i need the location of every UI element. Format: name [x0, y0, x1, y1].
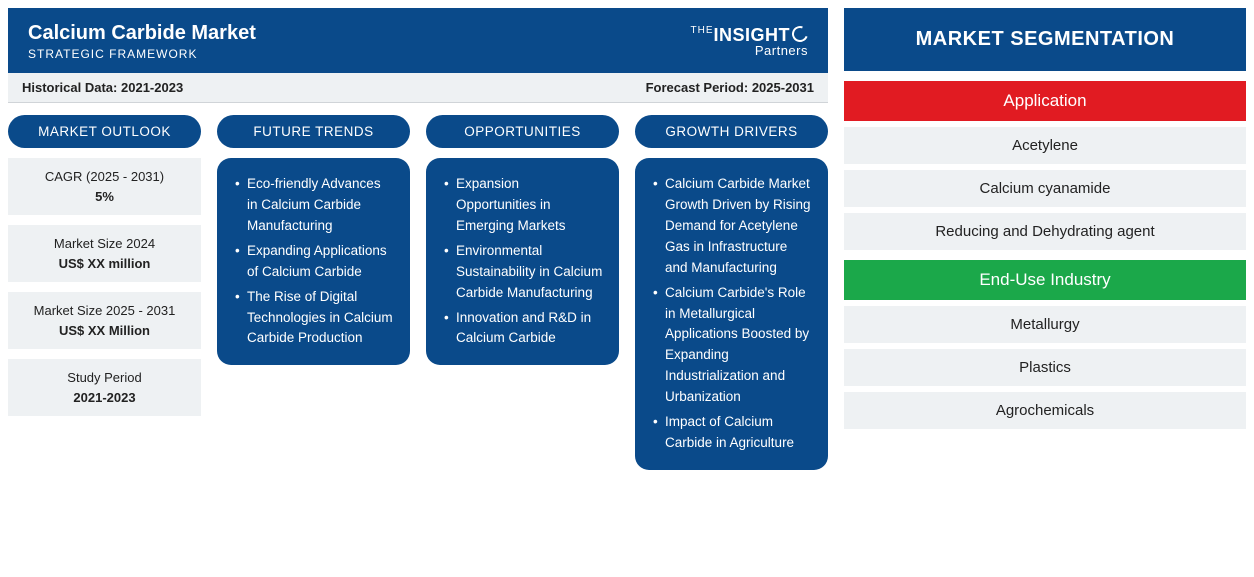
pill-trends: FUTURE TRENDS [217, 115, 410, 148]
pill-drivers: GROWTH DRIVERS [635, 115, 828, 148]
fcst-value: 2025-2031 [752, 80, 814, 95]
meta-row: Historical Data: 2021-2023 Forecast Peri… [8, 73, 828, 103]
logo: THEINSIGHT Partners [690, 26, 808, 57]
right-panel: MARKET SEGMENTATION Application Acetylen… [844, 8, 1246, 470]
seg-item: Agrochemicals [844, 392, 1246, 429]
fact-study-period: Study Period 2021-2023 [8, 359, 201, 416]
historical-data: Historical Data: 2021-2023 [22, 80, 183, 95]
page-subtitle: STRATEGIC FRAMEWORK [28, 47, 256, 61]
fcst-label: Forecast Period: [646, 80, 749, 95]
list-item: Environmental Sustainability in Calcium … [444, 241, 603, 304]
list-item: Calcium Carbide's Role in Metallurgical … [653, 283, 812, 409]
page-title: Calcium Carbide Market [28, 22, 256, 45]
fact-label: Market Size 2024 [54, 236, 155, 251]
hist-value: 2021-2023 [121, 80, 183, 95]
page-root: Calcium Carbide Market STRATEGIC FRAMEWO… [8, 8, 1246, 470]
list-item: Expansion Opportunities in Emerging Mark… [444, 174, 603, 237]
pill-opps: OPPORTUNITIES [426, 115, 619, 148]
header-bar: Calcium Carbide Market STRATEGIC FRAMEWO… [8, 8, 828, 73]
list-item: Eco-friendly Advances in Calcium Carbide… [235, 174, 394, 237]
list-item: Expanding Applications of Calcium Carbid… [235, 241, 394, 283]
seg-item: Metallurgy [844, 306, 1246, 343]
fact-size-2024: Market Size 2024 US$ XX million [8, 225, 201, 282]
card-opps: Expansion Opportunities in Emerging Mark… [426, 158, 619, 365]
logo-insight: INSIGHT [713, 25, 790, 45]
seg-category-application: Application [844, 81, 1246, 121]
list-item: Impact of Calcium Carbide in Agriculture [653, 412, 812, 454]
fact-size-2025-2031: Market Size 2025 - 2031 US$ XX Million [8, 292, 201, 349]
seg-item: Plastics [844, 349, 1246, 386]
logo-partners: Partners [690, 44, 808, 57]
forecast-period: Forecast Period: 2025-2031 [646, 80, 814, 95]
col-trends: FUTURE TRENDS Eco-friendly Advances in C… [217, 115, 410, 365]
fact-label: Study Period [67, 370, 141, 385]
segmentation-header: MARKET SEGMENTATION [844, 8, 1246, 71]
seg-item: Acetylene [844, 127, 1246, 164]
fact-value: 5% [16, 188, 193, 206]
logo-ring-icon [789, 23, 810, 44]
fact-value: US$ XX million [16, 255, 193, 273]
fact-label: Market Size 2025 - 2031 [34, 303, 176, 318]
fact-cagr: CAGR (2025 - 2031) 5% [8, 158, 201, 215]
seg-item: Calcium cyanamide [844, 170, 1246, 207]
left-panel: Calcium Carbide Market STRATEGIC FRAMEWO… [8, 8, 828, 470]
columns: MARKET OUTLOOK CAGR (2025 - 2031) 5% Mar… [8, 115, 828, 470]
fact-value: 2021-2023 [16, 389, 193, 407]
logo-line1: THEINSIGHT [690, 26, 808, 44]
logo-the: THE [690, 25, 713, 36]
list-item: Innovation and R&D in Calcium Carbide [444, 308, 603, 350]
col-opps: OPPORTUNITIES Expansion Opportunities in… [426, 115, 619, 365]
seg-item: Reducing and Dehydrating agent [844, 213, 1246, 250]
card-drivers: Calcium Carbide Market Growth Driven by … [635, 158, 828, 470]
col-drivers: GROWTH DRIVERS Calcium Carbide Market Gr… [635, 115, 828, 470]
fact-value: US$ XX Million [16, 322, 193, 340]
title-block: Calcium Carbide Market STRATEGIC FRAMEWO… [28, 22, 256, 61]
seg-category-enduse: End-Use Industry [844, 260, 1246, 300]
list-item: Calcium Carbide Market Growth Driven by … [653, 174, 812, 279]
col-outlook: MARKET OUTLOOK CAGR (2025 - 2031) 5% Mar… [8, 115, 201, 416]
fact-label: CAGR (2025 - 2031) [45, 169, 164, 184]
pill-outlook: MARKET OUTLOOK [8, 115, 201, 148]
card-trends: Eco-friendly Advances in Calcium Carbide… [217, 158, 410, 365]
hist-label: Historical Data: [22, 80, 117, 95]
list-item: The Rise of Digital Technologies in Calc… [235, 287, 394, 350]
